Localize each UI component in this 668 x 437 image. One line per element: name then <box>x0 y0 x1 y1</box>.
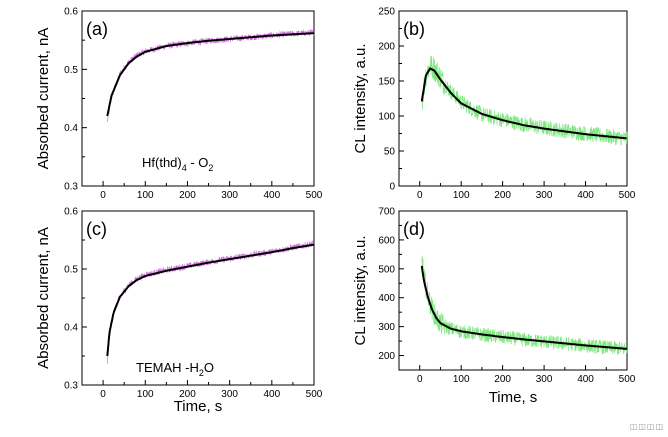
annotation-c: TEMAH -H2O <box>136 360 214 378</box>
y-tick-label-b: 150 <box>378 77 395 88</box>
plot-frame-b <box>398 10 628 187</box>
panel-b: 0 100 200 300 400 500 0 50 100 150 200 250 CL intens… <box>352 7 636 202</box>
y-axis-title-c: Absorbed current, nA <box>35 227 52 369</box>
x-tick-label-d: 0 <box>417 374 423 385</box>
x-axis-title-c: Time, s <box>174 398 223 415</box>
x-tick-label-c: 200 <box>179 389 196 400</box>
x-tick-label-a: 100 <box>137 190 154 201</box>
y-axis-title-a: Absorbed current, nA <box>35 28 52 170</box>
raw-signal-a <box>107 28 315 123</box>
x-tick-label-c: 300 <box>221 389 238 400</box>
y-tick-label-d: 300 <box>378 322 395 333</box>
y-tick-label-d: 600 <box>378 235 395 246</box>
y-axis-title-b: CL intensity, a.u. <box>352 43 369 153</box>
y-tick-label-c: 0.3 <box>64 381 78 392</box>
x-tick-label-a: 400 <box>263 190 280 201</box>
y-tick-label-d: 500 <box>378 264 395 275</box>
fit-line-c <box>106 243 315 357</box>
panel-label-b: (b) <box>403 19 425 39</box>
y-tick-label-d: 700 <box>378 207 395 218</box>
y-tick-label-a: 0.5 <box>64 65 78 76</box>
x-tick-label-c: 500 <box>306 389 323 400</box>
plot-frame-c <box>81 210 315 386</box>
x-tick-label-a: 500 <box>306 190 323 201</box>
x-tick-label-c: 400 <box>263 389 280 400</box>
x-tick-label-d: 400 <box>577 374 594 385</box>
y-tick-label-d: 200 <box>378 351 395 362</box>
y-tick-label-c: 0.6 <box>64 207 78 218</box>
x-tick-label-b: 500 <box>619 190 636 201</box>
y-tick-label-c: 0.5 <box>64 265 78 276</box>
y-tick-label-d: 400 <box>378 293 395 304</box>
x-tick-label-c: 0 <box>100 389 106 400</box>
x-tick-label-b: 100 <box>453 190 470 201</box>
y-tick-label-a: 0.4 <box>64 123 78 134</box>
x-tick-label-c: 100 <box>137 389 154 400</box>
y-tick-label-b: 0 <box>389 182 395 193</box>
y-tick-label-b: 100 <box>378 112 395 123</box>
x-tick-label-a: 300 <box>221 190 238 201</box>
x-tick-label-a: 0 <box>100 190 106 201</box>
fit-line-a <box>106 32 315 117</box>
y-tick-label-a: 0.6 <box>64 7 78 18</box>
fit-line-d <box>420 265 627 350</box>
panel-label-d: (d) <box>403 219 425 239</box>
x-axis-title-d: Time, s <box>489 389 538 406</box>
x-tick-label-a: 200 <box>179 190 196 201</box>
panel-c: 0 100 200 300 400 500 0.3 0.4 0.5 0.6 Absorbed cur… <box>35 207 323 416</box>
y-tick-label-b: 50 <box>384 147 396 158</box>
panel-d: 0 100 200 300 400 500 200 300 400 500 600 700 CL int… <box>352 207 636 407</box>
corner-toolbar-icons: ◫◫◫◫ <box>629 422 664 431</box>
y-tick-label-b: 250 <box>378 7 395 18</box>
y-tick-label-c: 0.4 <box>64 323 78 334</box>
x-tick-label-b: 400 <box>577 190 594 201</box>
x-tick-label-b: 200 <box>494 190 511 201</box>
raw-signal-c <box>106 240 315 364</box>
y-tick-label-a: 0.3 <box>64 182 78 193</box>
x-tick-label-b: 300 <box>536 190 553 201</box>
panel-a: 0 100 200 300 400 500 0.3 0.4 0.5 0.6 Absorbed cur… <box>35 7 323 202</box>
x-tick-label-d: 500 <box>619 374 636 385</box>
fit-line-b <box>420 67 627 140</box>
annotation-a: Hf(thd)4 - O2 <box>142 155 213 173</box>
x-tick-label-d: 300 <box>536 374 553 385</box>
x-tick-label-d: 100 <box>453 374 470 385</box>
panel-label-c: (c) <box>86 219 107 239</box>
plot-frame-d <box>398 210 628 371</box>
panel-label-a: (a) <box>86 19 108 39</box>
x-tick-label-d: 200 <box>494 374 511 385</box>
y-axis-title-d: CL intensity, a.u. <box>352 235 369 345</box>
raw-signal-b <box>421 55 628 146</box>
x-tick-label-b: 0 <box>417 190 423 201</box>
y-tick-label-b: 200 <box>378 42 395 53</box>
